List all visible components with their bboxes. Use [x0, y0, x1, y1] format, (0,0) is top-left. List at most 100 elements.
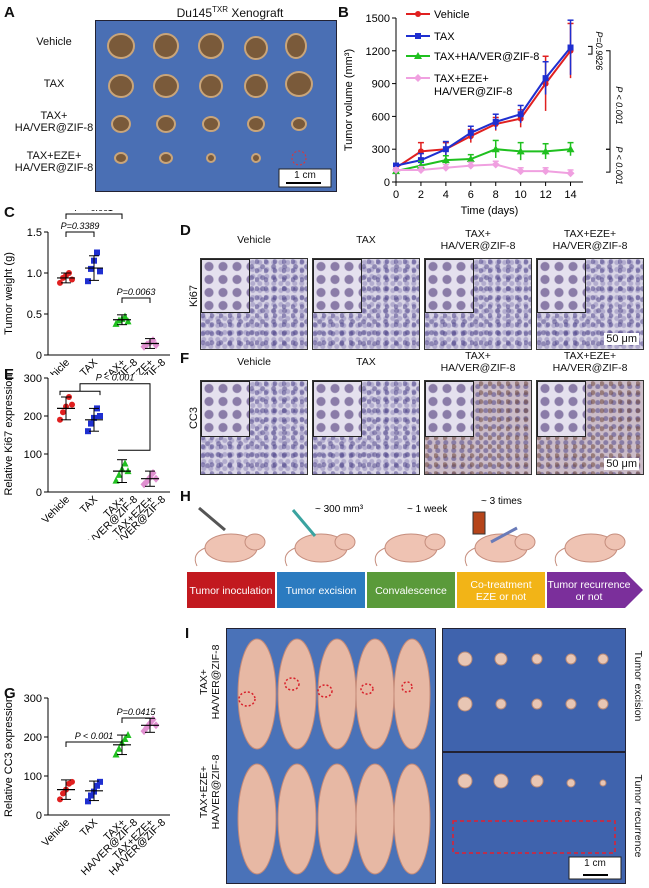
significance-bracket [65, 213, 123, 219]
x-tick-label: Vehicle [40, 817, 73, 850]
series-line [395, 148, 571, 173]
y-tick-label: 1.0 [27, 268, 42, 280]
data-point [416, 165, 425, 174]
micrograph [424, 258, 532, 350]
tumor-specimen [153, 33, 179, 59]
column-title: TAX+ HA/VER@ZIF-8 [440, 350, 516, 374]
data-point [491, 145, 500, 153]
tumor-specimen [199, 74, 223, 98]
syringe-icon [490, 526, 518, 544]
x-tick-label: TAX [78, 494, 100, 516]
data-point [517, 111, 524, 118]
micrograph: 50 μm [536, 380, 644, 475]
data-point [467, 129, 474, 136]
data-point [541, 167, 550, 176]
mouse-body [237, 763, 277, 875]
tumor-specimen [493, 773, 509, 789]
panel-a-title: Du145TXR Xenograft [120, 5, 340, 20]
panel-a-title-main: Du145 [176, 6, 212, 20]
legend-label: TAX+EZE+ [434, 73, 489, 85]
micrograph-inset [425, 259, 474, 314]
mouse-body [355, 638, 395, 750]
tumor-specimen [597, 698, 609, 710]
micrograph [424, 380, 532, 475]
p-value-annotation: P < 0.001 [75, 731, 113, 741]
step-label: Tumor excision [286, 585, 357, 597]
mice-photo [226, 628, 436, 884]
data-point [112, 476, 120, 484]
data-point [94, 249, 100, 256]
annotation-times: ~ 3 times [481, 496, 522, 507]
panel-label-d: D [180, 222, 191, 239]
micrograph-inset [313, 259, 362, 314]
tumor-specimen [291, 117, 307, 131]
recurrence-marker [360, 683, 374, 695]
micrograph-inset [313, 381, 362, 437]
x-tick-label: 4 [443, 189, 449, 201]
mouse-body [355, 763, 395, 875]
mouse-body [393, 638, 431, 750]
p-value-annotation: P < 0.001 [75, 210, 113, 213]
step-arrow [547, 572, 643, 608]
p-value-annotation: P < 0.001 [614, 146, 624, 184]
micrograph-inset [537, 259, 586, 314]
y-tick-label: 1.5 [27, 227, 42, 239]
data-point [542, 75, 549, 82]
tumor-specimen [202, 116, 220, 132]
panel-label-i: I [185, 625, 190, 642]
panel-h-schematic: Tumor inoculation Tumor excision Convalesc… [185, 490, 645, 615]
data-point [57, 416, 63, 423]
y-tick-label: 100 [24, 771, 42, 783]
tumor-specimen [597, 653, 609, 665]
data-point [541, 147, 550, 155]
data-point [442, 146, 449, 153]
panel-i-side-label-1: Tumor recurrence [632, 774, 644, 858]
panel-label-g: G [4, 685, 16, 702]
tumor-specimen [566, 778, 576, 788]
significance-bracket [65, 231, 95, 237]
xenograft-photo: 1 cm [95, 20, 337, 192]
mouse-tail-icon [284, 547, 296, 567]
panel-a-row-label-1: TAX [43, 78, 65, 90]
data-point [567, 44, 574, 51]
y-tick-label: 1200 [366, 46, 390, 58]
significance-bracket [65, 741, 123, 747]
x-tick-label: Vehicle [40, 494, 73, 527]
y-tick-label: 0 [36, 487, 42, 499]
data-point [121, 312, 129, 320]
panel-i-row-label-1: TAX+EZE+ HA/VER@ZIF-8 [198, 754, 222, 830]
micrograph-inset [425, 381, 474, 437]
p-value-annotation: P=0.0415 [117, 707, 157, 717]
tumor-specimen [153, 74, 179, 98]
x-tick-label: 8 [493, 189, 499, 201]
annotation-volume: ~ 300 mm³ [315, 504, 364, 515]
column-title: TAX+EZE+ HA/VER@ZIF-8 [552, 228, 628, 252]
series-3 [392, 160, 575, 178]
data-point [97, 778, 103, 785]
p-value-annotation: P=0.0063 [117, 287, 156, 297]
x-tick-label: 12 [539, 189, 551, 201]
series-line [395, 46, 572, 167]
group-bracket [59, 390, 101, 396]
data-point [85, 278, 91, 285]
data-point [417, 157, 424, 164]
micrograph [200, 258, 308, 350]
data-point [121, 734, 129, 742]
y-tick-label: 300 [24, 373, 42, 385]
data-point [57, 796, 63, 803]
tumor-specimen [156, 115, 176, 133]
micrograph [200, 380, 308, 475]
tumor-specimen [531, 698, 543, 710]
step-box [277, 572, 365, 608]
drug-vial-icon [472, 511, 486, 535]
data-point [88, 792, 94, 799]
tumor-specimen [565, 698, 577, 710]
chart-g-cc3: 0 100 200 300 Relative CC3 expression Vehicle… [3, 693, 170, 878]
x-tick-label: 2 [418, 189, 424, 201]
legend-label: TAX+HA/VER@ZIF-8 [434, 51, 539, 63]
series-2 [392, 139, 575, 175]
data-point [69, 401, 75, 408]
mouse-head-icon [424, 533, 446, 551]
tumor-specimen [107, 33, 135, 59]
data-point [466, 155, 475, 163]
